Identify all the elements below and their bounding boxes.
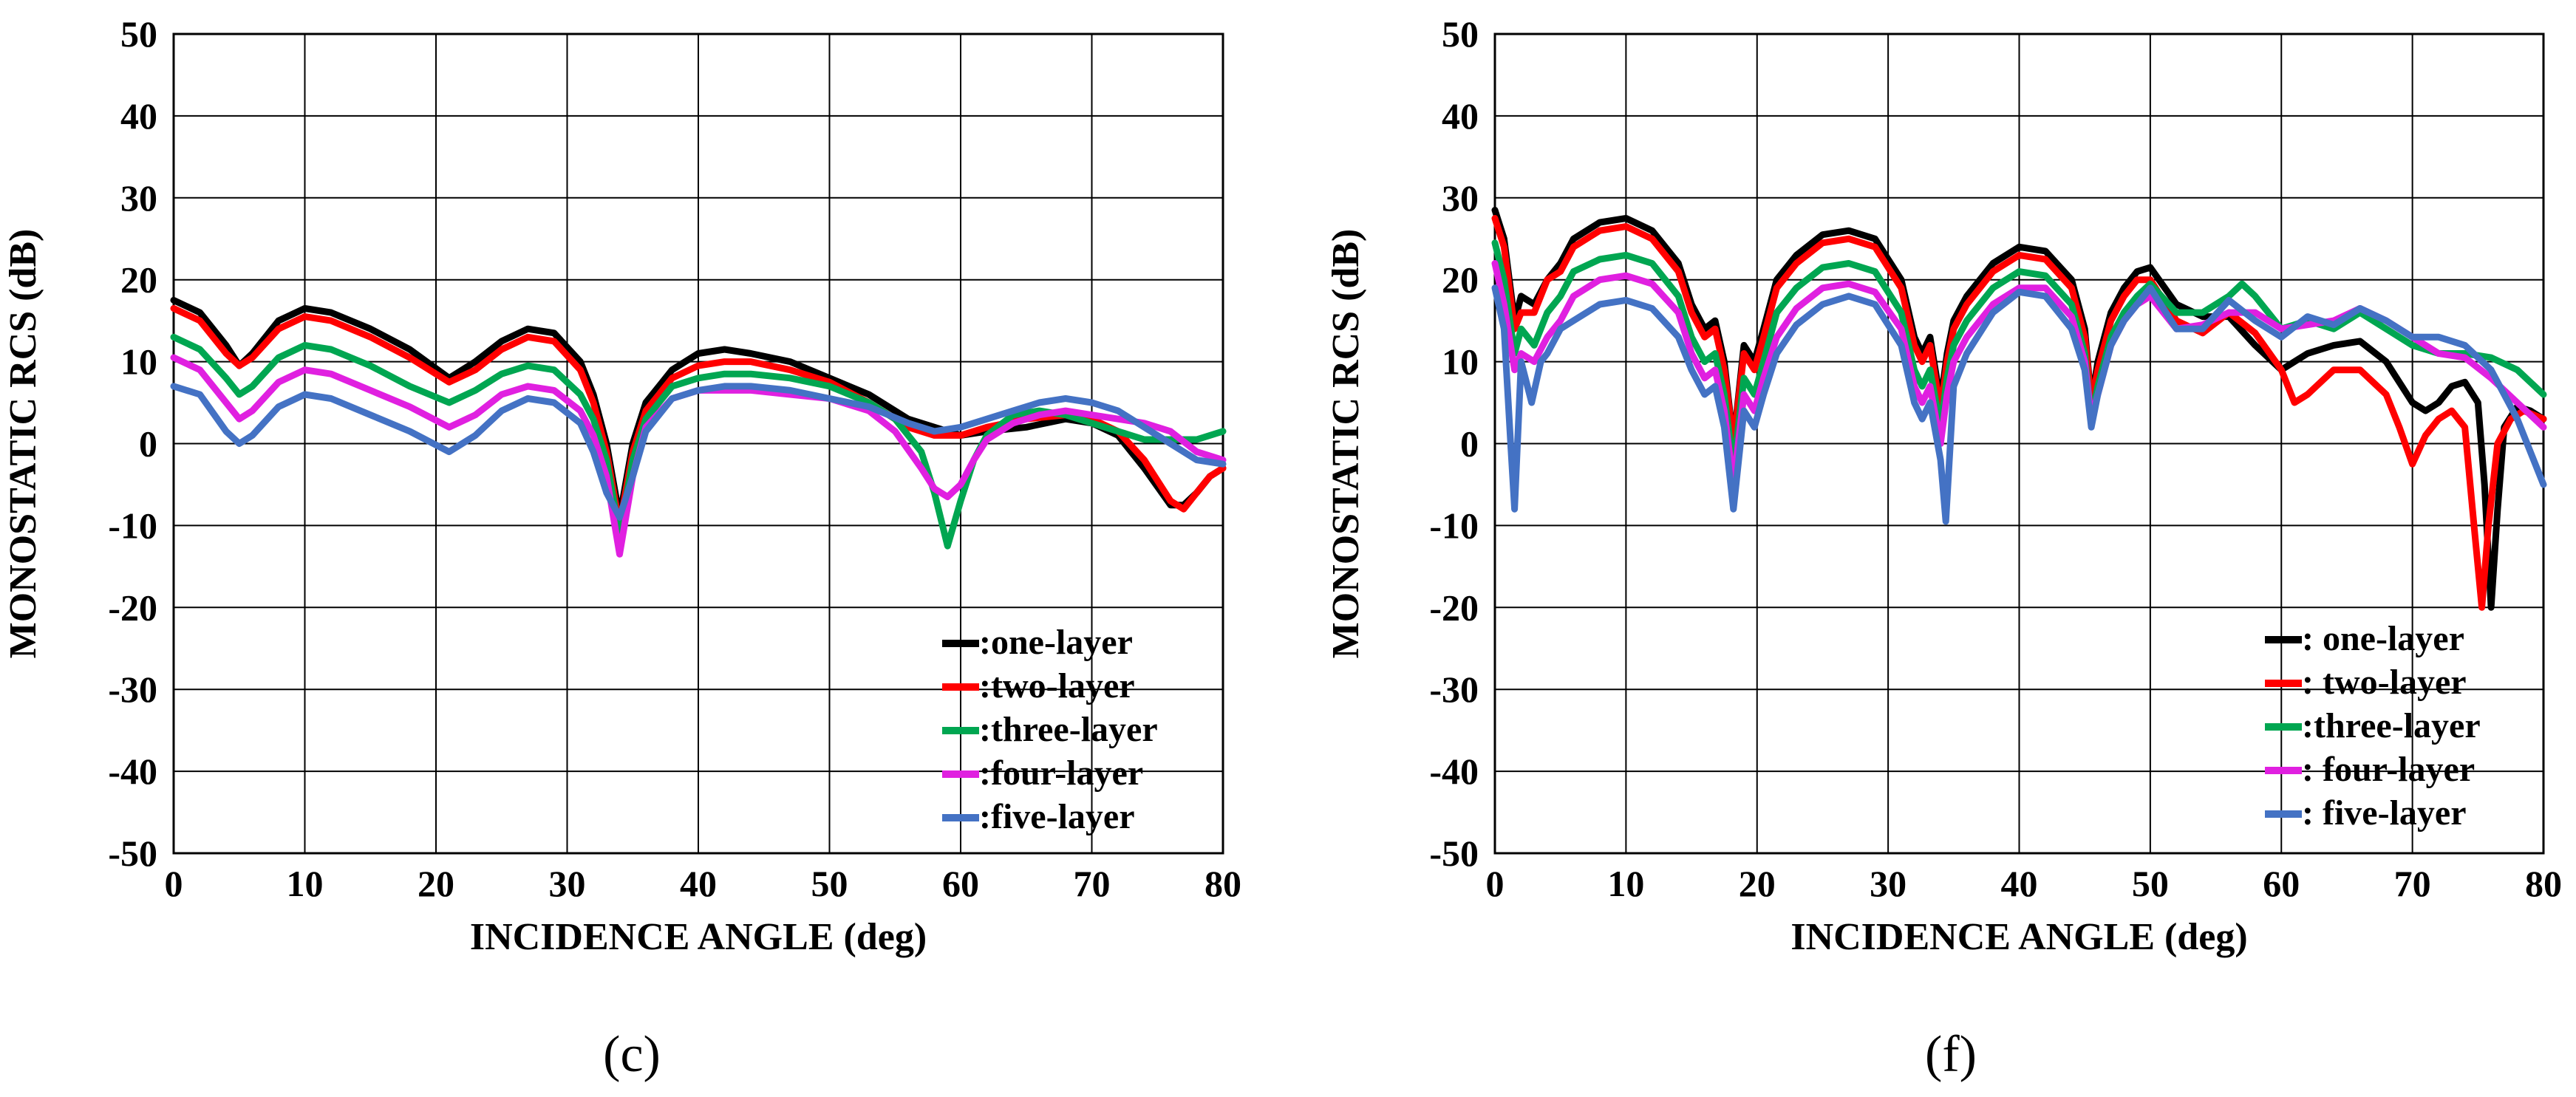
- plot-frame: [1493, 33, 2545, 855]
- series-line-3: [170, 333, 1227, 550]
- x-tick-label: 20: [418, 863, 454, 904]
- x-tick-label: 80: [2525, 863, 2562, 904]
- y-tick-label: -30: [1429, 669, 1479, 710]
- legend-label: : one-layer: [2302, 619, 2464, 658]
- y-axis-title: MONOSTATIC RCS (dB): [1325, 229, 1367, 659]
- chart-panel-c: 0 10 20 30 40 50 60 70 80 50 40 30 20 10 0 -10 -20 -30 -40…: [2, 13, 1241, 1083]
- y-tick-label: 0: [139, 423, 157, 465]
- x-tick-label: 70: [1074, 863, 1111, 904]
- plot-frame: [172, 33, 1224, 855]
- y-tick-label: 50: [120, 13, 157, 55]
- y-tick-label: -20: [108, 587, 157, 628]
- series-line-2: [1491, 215, 2547, 611]
- y-tick-label: 30: [120, 177, 157, 219]
- series-line-5: [1491, 284, 2547, 525]
- x-tick-label: 40: [2001, 863, 2038, 904]
- x-axis-title: INCIDENCE ANGLE (deg): [470, 916, 927, 958]
- legend-label: :two-layer: [979, 666, 1135, 705]
- x-tick-label: 10: [1607, 863, 1644, 904]
- x-tick-label: 0: [1486, 863, 1505, 904]
- x-tick-label: 10: [287, 863, 324, 904]
- y-tick-label: 20: [120, 259, 157, 301]
- x-tick-label: 80: [1204, 863, 1241, 904]
- y-tick-label: 0: [1460, 423, 1479, 465]
- y-tick-label: -40: [1429, 751, 1479, 792]
- legend-label: : four-layer: [2302, 750, 2475, 789]
- y-tick-label: 10: [1442, 341, 1479, 383]
- y-tick-label: 40: [120, 95, 157, 137]
- y-tick-label: -30: [108, 669, 157, 710]
- x-tick-label: 20: [1739, 863, 1776, 904]
- legend-label: :one-layer: [979, 623, 1133, 662]
- legend-label: : two-layer: [2302, 663, 2467, 702]
- x-tick-label: 50: [811, 863, 848, 904]
- panel-label: (f): [1925, 1026, 1977, 1083]
- y-tick-label: -40: [108, 751, 157, 792]
- y-tick-label: -10: [108, 505, 157, 546]
- legend-label: :five-layer: [979, 797, 1135, 836]
- legend-label: :three-layer: [2302, 706, 2481, 745]
- y-tick-label: 30: [1442, 177, 1479, 219]
- x-tick-label: 0: [165, 863, 183, 904]
- legend-label: :four-layer: [979, 753, 1143, 793]
- x-tick-label: 60: [2263, 863, 2300, 904]
- x-tick-label: 50: [2132, 863, 2169, 904]
- x-tick-label: 30: [1870, 863, 1907, 904]
- series-line-5: [170, 383, 1227, 521]
- y-tick-label: -50: [108, 833, 157, 874]
- panel-label: (c): [603, 1026, 661, 1083]
- x-tick-label: 30: [549, 863, 586, 904]
- x-tick-label: 70: [2394, 863, 2431, 904]
- x-tick-label: 60: [942, 863, 979, 904]
- y-tick-label: -10: [1429, 505, 1479, 546]
- y-tick-label: -20: [1429, 587, 1479, 628]
- y-tick-label: -50: [1429, 833, 1479, 874]
- series-line-1: [1491, 206, 2547, 611]
- x-tick-label: 40: [680, 863, 717, 904]
- chart-panel-f: 0 10 20 30 40 50 60 70 80 50 40 30 20 10 0 -10 -20 -30 -40…: [1325, 13, 2562, 1083]
- legend-label: : five-layer: [2302, 793, 2467, 833]
- y-tick-label: 50: [1442, 13, 1479, 55]
- y-tick-label: 40: [1442, 95, 1479, 137]
- x-axis-title: INCIDENCE ANGLE (deg): [1790, 916, 2247, 958]
- y-tick-label: 10: [120, 341, 157, 383]
- legend-label: :three-layer: [979, 710, 1158, 749]
- y-tick-label: 20: [1442, 259, 1479, 301]
- y-axis-title: MONOSTATIC RCS (dB): [2, 229, 44, 659]
